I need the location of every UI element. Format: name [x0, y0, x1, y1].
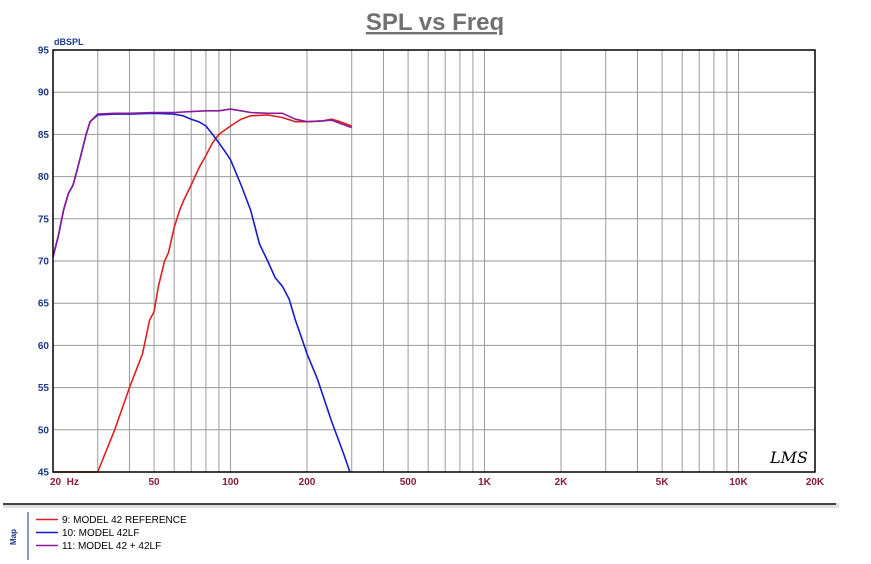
legend-divider-shadow — [3, 503, 839, 508]
legend-side-label: Map — [9, 529, 18, 545]
x-tick-label: 100 — [222, 477, 239, 488]
grid — [53, 50, 815, 472]
series-line — [53, 114, 352, 473]
legend-label: 10: MODEL 42LF — [62, 528, 139, 539]
y-tick-label: 90 — [38, 88, 50, 99]
series-group — [52, 108, 352, 473]
y-tick-labels: 45 50 55 60 65 70 75 80 85 90 95 — [38, 46, 50, 479]
legend-label: 11: MODEL 42 + 42LF — [62, 541, 161, 552]
x-tick-label: 1K — [478, 477, 492, 488]
legend-label: 9: MODEL 42 REFERENCE — [62, 515, 187, 526]
lms-watermark: LMS — [769, 448, 808, 467]
y-tick-label: 75 — [38, 214, 50, 225]
y-tick-label: 45 — [38, 468, 50, 479]
y-tick-label: 80 — [38, 172, 50, 183]
legend-item: 11: MODEL 42 + 42LF — [36, 541, 161, 552]
x-tick-label: 20 Hz — [50, 477, 79, 488]
y-tick-label: 85 — [38, 130, 50, 141]
legend-item: 9: MODEL 42 REFERENCE — [36, 515, 187, 526]
y-tick-label: 70 — [38, 257, 50, 268]
y-tick-label: 50 — [38, 425, 50, 436]
svg-text:LMS: LMS — [769, 448, 808, 467]
y-tick-label: 60 — [38, 341, 50, 352]
x-tick-labels: 20 Hz 50 100 200 500 1K 2K 5K 10K 20K — [50, 477, 825, 488]
x-tick-label: 20K — [806, 477, 825, 488]
y-tick-label: 55 — [38, 383, 50, 394]
x-tick-label: 500 — [400, 477, 417, 488]
x-tick-label: 200 — [299, 477, 316, 488]
x-tick-label: 50 — [149, 477, 161, 488]
plot-frame — [52, 49, 816, 473]
y-axis-label: dBSPL — [54, 37, 84, 47]
y-tick-label: 65 — [38, 299, 50, 310]
x-tick-label: 5K — [656, 477, 670, 488]
chart-title: SPL vs Freq — [366, 9, 504, 36]
x-tick-label: 10K — [729, 477, 748, 488]
y-tick-label: 95 — [38, 46, 50, 57]
series-line — [52, 108, 352, 257]
legend-item: 10: MODEL 42LF — [36, 528, 139, 539]
x-tick-label: 2K — [555, 477, 569, 488]
legend: 9: MODEL 42 REFERENCE 10: MODEL 42LF 11: M… — [36, 515, 187, 552]
